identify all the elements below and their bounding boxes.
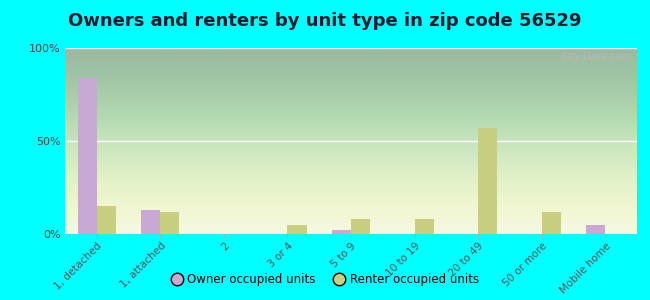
- Bar: [287, 225, 307, 234]
- Bar: [351, 219, 370, 234]
- Bar: [161, 212, 179, 234]
- Text: City-Data.com: City-Data.com: [562, 52, 631, 62]
- Bar: [415, 219, 434, 234]
- Bar: [141, 210, 161, 234]
- Bar: [332, 230, 351, 234]
- Bar: [478, 128, 497, 234]
- Legend: Owner occupied units, Renter occupied units: Owner occupied units, Renter occupied un…: [166, 269, 484, 291]
- Bar: [78, 78, 97, 234]
- Bar: [97, 206, 116, 234]
- Bar: [586, 225, 605, 234]
- Text: Owners and renters by unit type in zip code 56529: Owners and renters by unit type in zip c…: [68, 12, 582, 30]
- Bar: [541, 212, 561, 234]
